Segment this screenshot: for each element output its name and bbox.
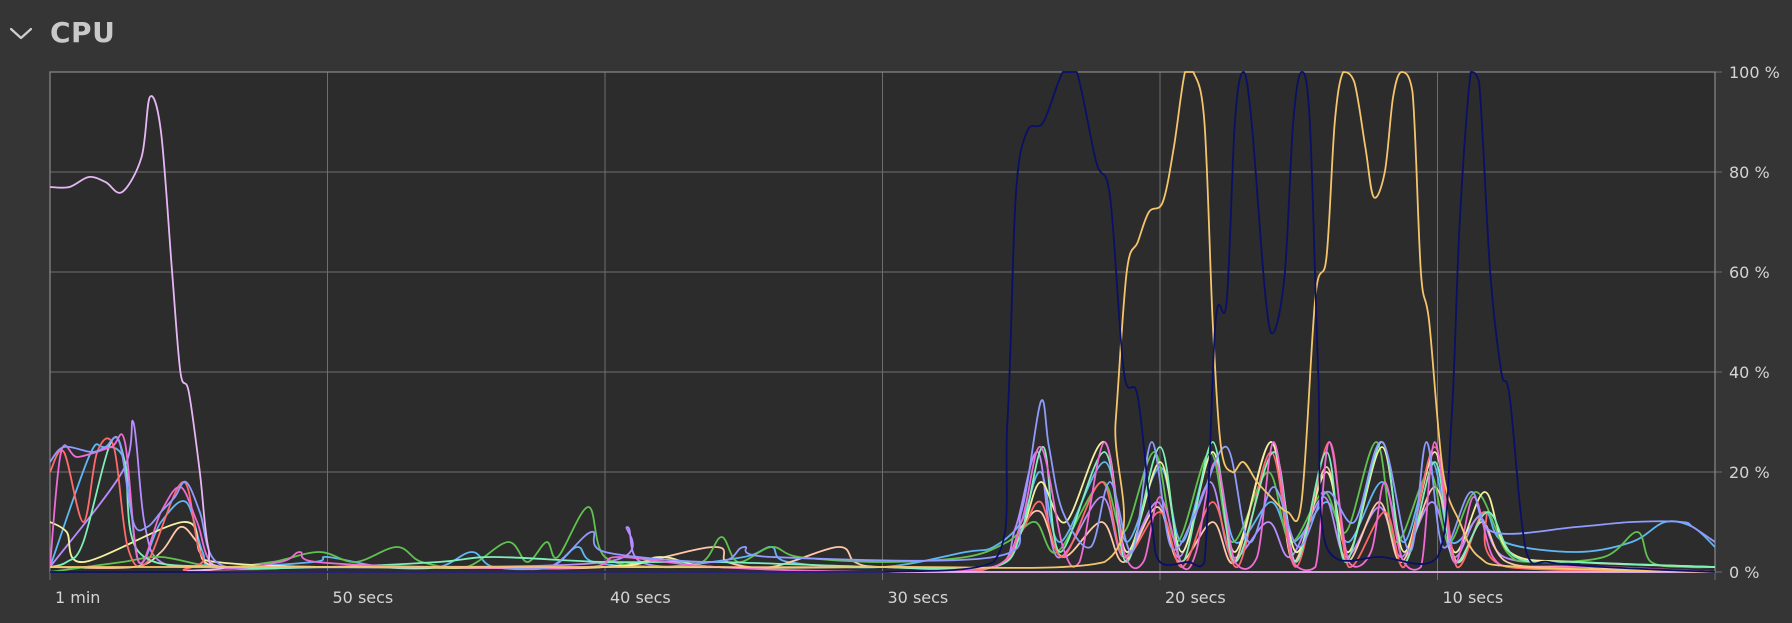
y-tick-label: 0 %: [1729, 563, 1759, 582]
y-tick-label: 20 %: [1729, 463, 1770, 482]
x-tick-label: 10 secs: [1443, 588, 1504, 607]
cpu-panel-header: CPU: [0, 0, 1792, 66]
x-tick-label: 40 secs: [610, 588, 671, 607]
cpu-core-series-line: [50, 71, 1715, 573]
x-tick-label: 1 min: [55, 588, 100, 607]
panel-title: CPU: [50, 16, 116, 49]
cpu-core-series-line: [50, 71, 1715, 573]
cpu-core-series-line: [50, 433, 1715, 573]
y-tick-label: 100 %: [1729, 63, 1780, 82]
y-tick-label: 80 %: [1729, 163, 1770, 182]
x-tick-label: 50 secs: [333, 588, 394, 607]
x-tick-label: 20 secs: [1165, 588, 1226, 607]
chevron-down-icon[interactable]: [8, 22, 34, 44]
cpu-core-series-line: [50, 436, 1715, 571]
y-tick-label: 60 %: [1729, 263, 1770, 282]
x-tick-label: 30 secs: [888, 588, 949, 607]
cpu-core-series-line: [50, 399, 1715, 571]
y-tick-label: 40 %: [1729, 363, 1770, 382]
